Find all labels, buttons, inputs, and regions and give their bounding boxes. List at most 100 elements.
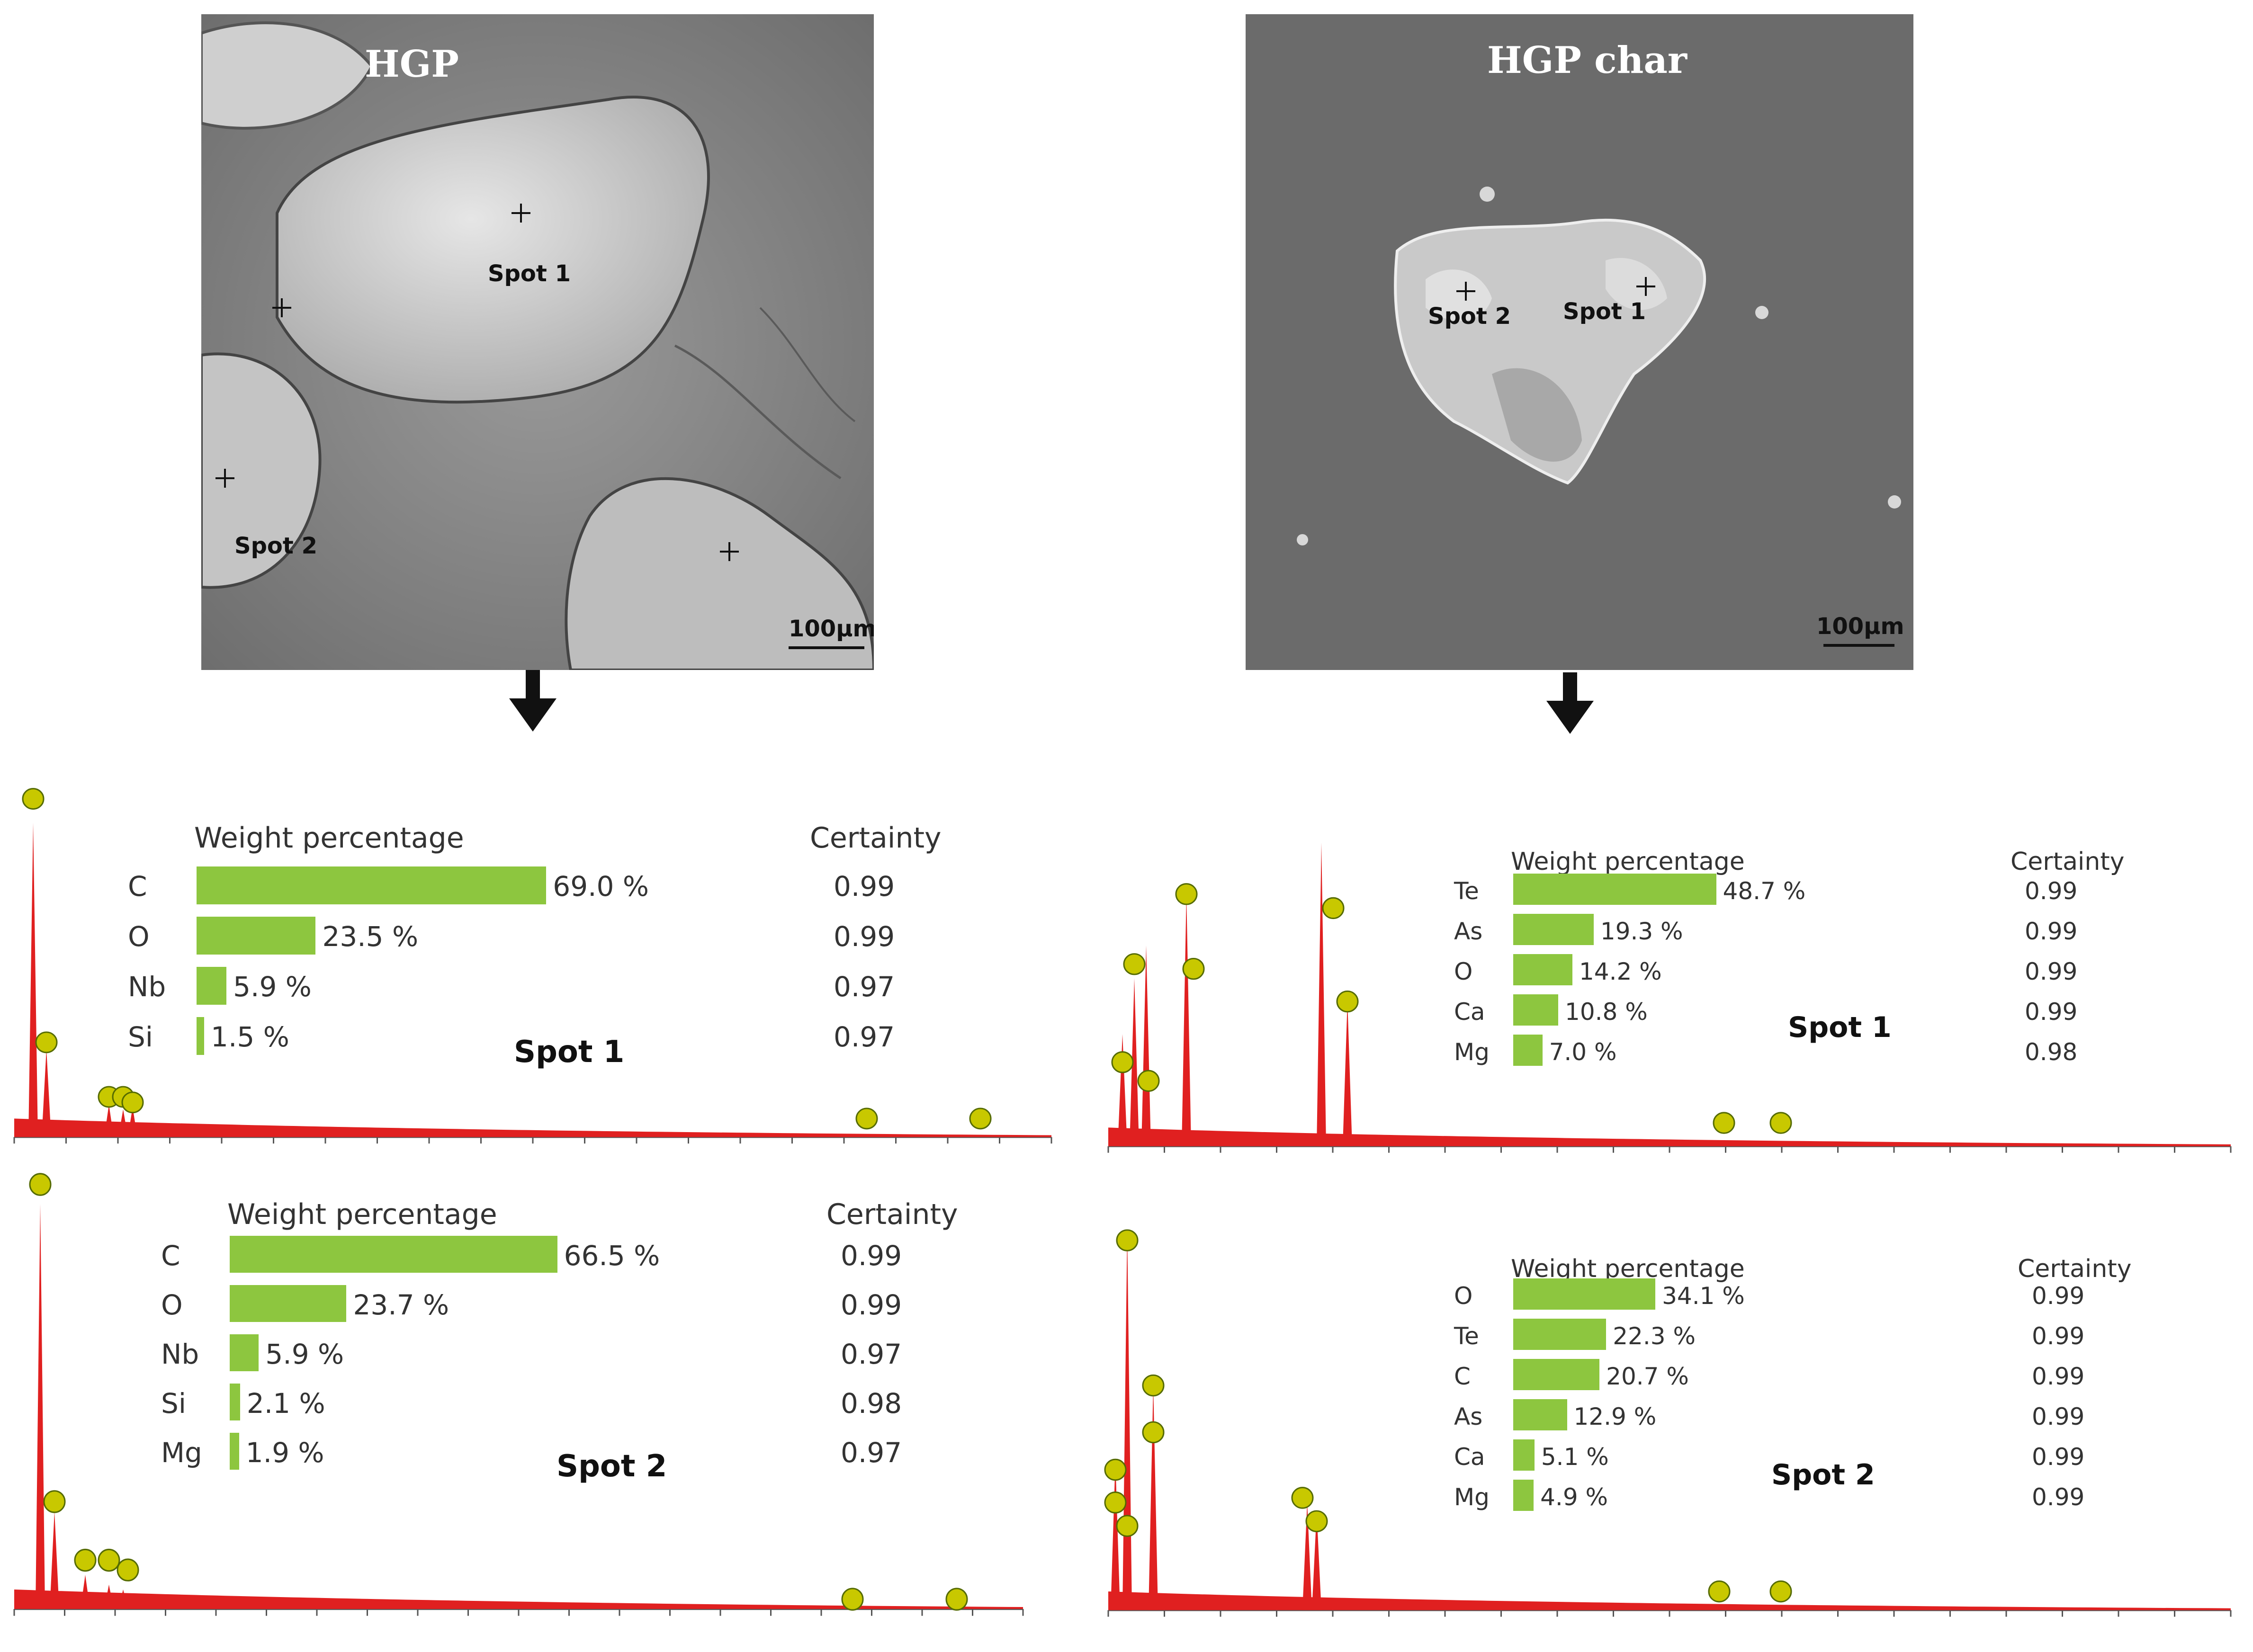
certainty-value: 0.99 [841,1240,902,1272]
spectrum-peak [1141,945,1151,1146]
eds-panel-char-spot-1: Weight percentage Certainty Spot 1 Te 48.… [1107,838,2235,1174]
peak-marker-icon [1111,1051,1134,1073]
crosshair-icon [1636,277,1655,296]
weight-bar [230,1334,259,1371]
element-label: Mg [1454,1483,1490,1511]
certainty-value: 0.98 [841,1387,902,1420]
eds-panel-hgp-spot-2: Weight percentage Certainty Spot 2 C 66.5… [13,1160,1032,1638]
peak-marker-icon [74,1548,97,1572]
weight-bar [1513,1359,1600,1390]
weight-bar [1513,1278,1656,1310]
spot-label: Spot 1 [1788,1011,1892,1044]
crosshair-icon [272,298,291,317]
spectrum-peak [128,1107,137,1137]
peak-marker-icon [1305,1510,1328,1533]
peak-marker-icon [969,1107,992,1130]
weight-bar [1513,1480,1534,1511]
weight-bar [1513,1439,1535,1471]
crosshair-icon [1456,282,1475,301]
weight-value: 34.1 % [1662,1282,1745,1310]
peak-marker-icon [22,788,45,810]
spot-label: Spot 2 [1771,1458,1875,1491]
spectrum-peak [1149,1385,1158,1610]
weight-value: 1.5 % [211,1021,289,1053]
certainty-value: 0.98 [2025,1038,2078,1066]
eds-spectrum [1107,842,2232,1153]
weight-bar [1513,1399,1567,1430]
spectrum-continuum [1108,1127,2231,1146]
crosshair-icon [720,542,739,561]
header-weight: Weight percentage [227,1198,497,1231]
certainty-value: 0.99 [841,1289,902,1321]
scalebar-line [789,646,864,649]
peak-marker-icon [1175,883,1198,905]
spectrum-peak [36,1204,45,1609]
certainty-value: 0.99 [2025,918,2078,945]
peak-marker-icon [1137,1070,1160,1092]
peak-marker-icon [945,1588,968,1611]
peak-marker-icon [29,1173,52,1196]
spectrum-peak [104,1584,114,1609]
weight-value: 4.9 % [1540,1483,1608,1511]
weight-value: 5.9 % [233,971,312,1003]
eds-spectrum [13,1173,1024,1616]
arrow-down-icon [1546,672,1594,734]
element-label: C [128,870,147,902]
weight-value: 5.9 % [265,1338,344,1370]
certainty-value: 0.97 [841,1338,902,1370]
scalebar-line [1823,644,1894,647]
certainty-value: 0.99 [834,920,895,953]
certainty-value: 0.99 [2032,1403,2085,1430]
spectrum-peak [1111,1460,1120,1610]
arrow-down-icon [509,670,557,732]
element-label: Si [128,1021,153,1053]
peak-marker-icon [1123,953,1146,975]
element-label: C [1454,1363,1471,1390]
element-label: Te [1454,877,1479,905]
element-label: Mg [1454,1038,1490,1066]
spectrum-peak [1312,1512,1321,1610]
header-weight: Weight percentage [194,822,464,855]
weight-value: 22.3 % [1613,1322,1696,1350]
header-certainty: Certainty [826,1198,958,1231]
certainty-value: 0.99 [2032,1363,2085,1390]
weight-value: 66.5 % [564,1240,660,1272]
weight-value: 14.2 % [1579,958,1662,985]
element-label: Nb [128,971,166,1003]
spot-label: Spot 1 [1563,298,1646,325]
weight-bar [230,1384,240,1420]
spectrum-continuum [1108,1591,2231,1610]
header-certainty: Certainty [810,822,942,855]
header-weight: Weight percentage [1511,848,1745,876]
certainty-value: 0.99 [2025,958,2078,985]
sem-title: HGP char [1487,39,1687,82]
certainty-value: 0.97 [834,1021,895,1053]
peak-marker-icon [1182,957,1205,980]
weight-value: 12.9 % [1573,1403,1657,1430]
element-label: Nb [161,1338,199,1370]
sem-image-hgp-char: HGP char Spot 2 Spot 1 100μm [1246,14,1913,670]
element-label: As [1454,1403,1483,1430]
certainty-value: 0.99 [834,870,895,902]
peak-marker-icon [855,1107,878,1130]
weight-bar [197,917,316,955]
element-label: O [1454,1282,1473,1310]
spectrum-peak [81,1575,90,1609]
peak-marker-icon [1104,1491,1127,1514]
peak-marker-icon [1104,1458,1127,1481]
eds-spectrum [1104,1229,2232,1617]
weight-value: 48.7 % [1723,877,1806,905]
sem-image-hgp: HGP Spot 1 Spot 2 100μm [201,14,874,670]
element-label: Si [161,1387,186,1420]
element-label: O [1454,958,1473,985]
spectrum-peak [1302,1502,1312,1610]
peak-marker-icon [1142,1421,1165,1444]
peak-marker-icon [121,1091,144,1114]
scalebar-label: 100μm [1816,613,1904,640]
header-certainty: Certainty [2018,1255,2132,1283]
spectrum-peak [1118,1034,1127,1146]
spot-label: Spot 2 [557,1449,667,1484]
weight-value: 7.0 % [1549,1038,1617,1066]
peak-marker-icon [1291,1487,1314,1509]
weight-bar [1513,954,1572,985]
